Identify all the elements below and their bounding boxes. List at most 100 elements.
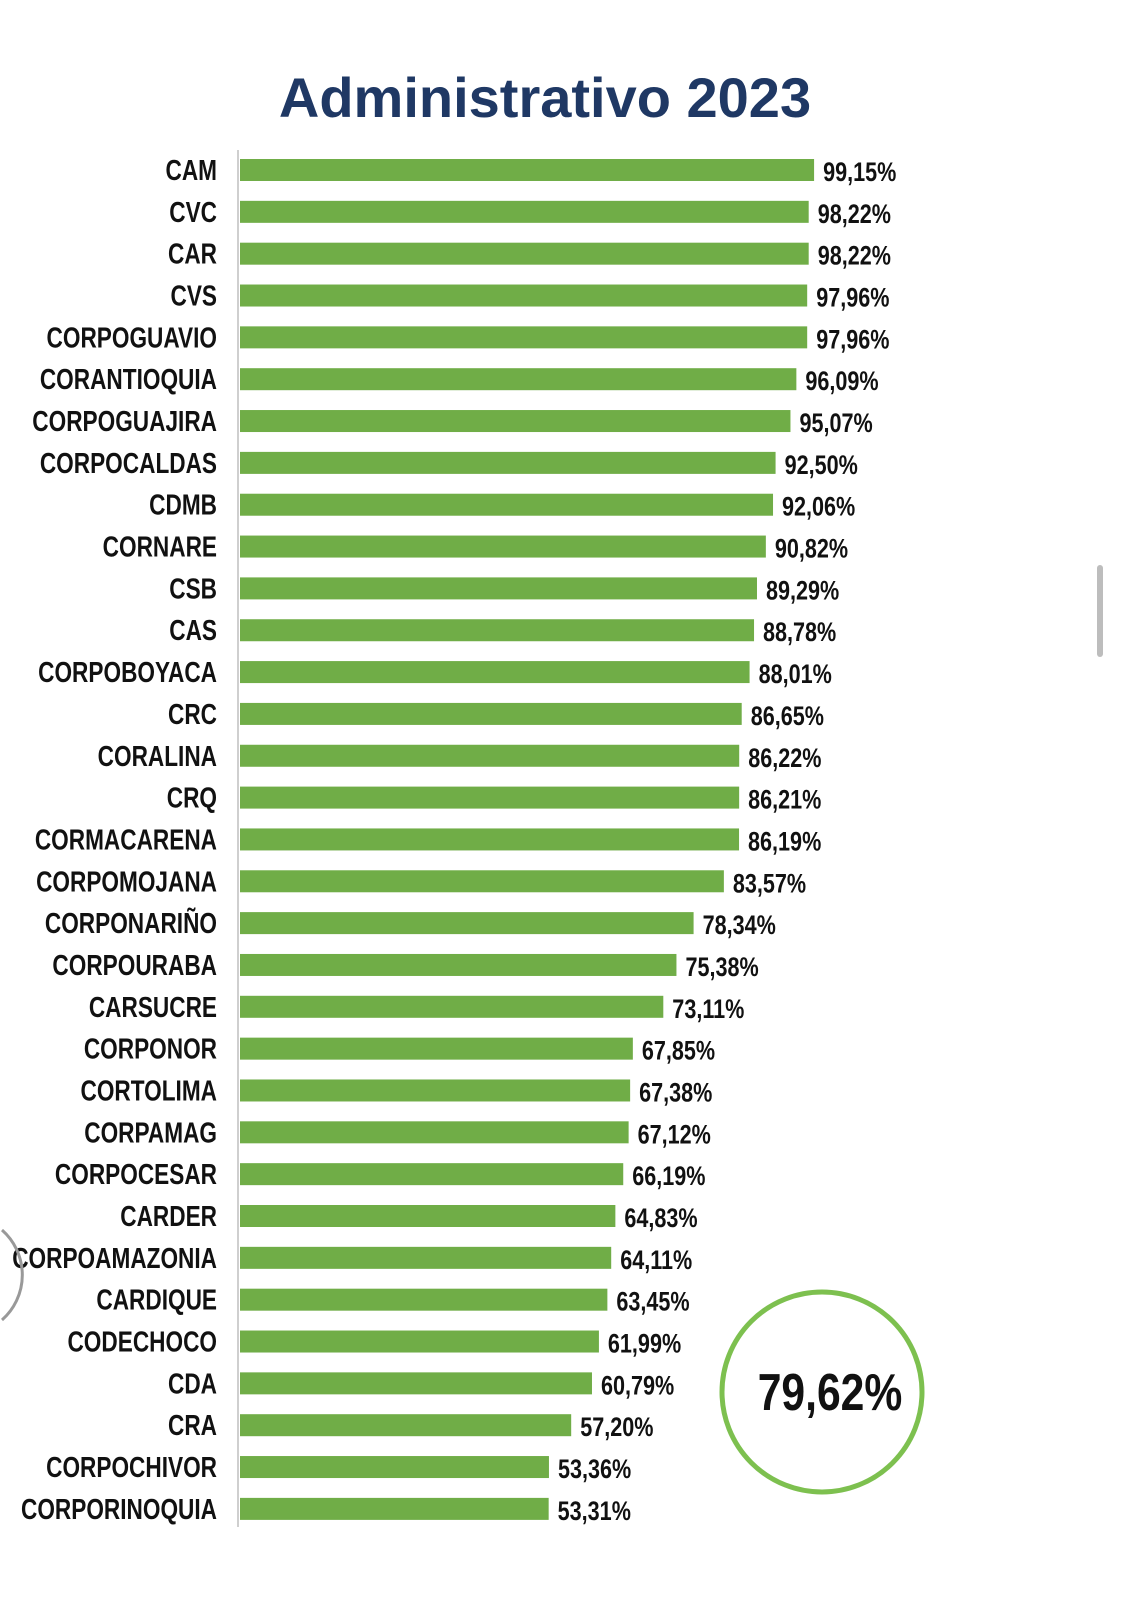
category-label: CORNARE — [103, 530, 217, 563]
average-value: 79,62% — [758, 1364, 903, 1422]
category-label: CORPOMOJANA — [36, 865, 217, 898]
chart-title: Administrativo 2023 — [279, 66, 811, 129]
category-label: CAR — [168, 237, 217, 270]
category-label: CORPOGUAVIO — [47, 321, 217, 354]
bar — [240, 953, 677, 976]
average-ring — [719, 1289, 925, 1495]
data-label: 86,19% — [748, 827, 821, 857]
category-label: CORALINA — [98, 739, 218, 772]
data-label: 61,99% — [608, 1329, 681, 1359]
data-label: 73,11% — [672, 995, 744, 1025]
bar — [240, 912, 694, 935]
data-label: 86,65% — [751, 702, 824, 732]
category-label: CORANTIOQUIA — [40, 362, 217, 395]
bar — [240, 326, 808, 349]
category-label: CORPAMAG — [84, 1116, 217, 1149]
category-label: CORPOCHIVOR — [46, 1450, 217, 1483]
category-label: CORPOCALDAS — [40, 446, 217, 479]
bar — [240, 1205, 616, 1227]
bar — [240, 451, 776, 474]
category-label: CORTOLIMA — [80, 1074, 217, 1107]
data-label: 67,38% — [639, 1078, 712, 1108]
data-label: 97,96% — [816, 283, 889, 313]
partial-circle-decoration — [1, 1228, 24, 1322]
category-label: CRA — [168, 1408, 217, 1441]
data-label: 83,57% — [733, 869, 806, 899]
data-label: 88,78% — [763, 618, 836, 648]
category-label: CARSUCRE — [89, 990, 217, 1023]
bar — [240, 535, 766, 558]
bar — [240, 744, 740, 767]
bar — [240, 1246, 612, 1269]
data-label: 86,22% — [748, 744, 821, 774]
bar — [240, 1414, 572, 1437]
average-badge: 79,62% — [719, 1289, 925, 1495]
bar — [240, 1037, 633, 1060]
category-label: CORPONOR — [84, 1032, 217, 1065]
data-label: 67,85% — [642, 1036, 715, 1066]
category-label: CORPONARIÑO — [45, 906, 217, 939]
category-label: CODECHOCO — [67, 1325, 217, 1358]
data-label: 60,79% — [601, 1371, 674, 1401]
category-label: CORPOBOYACA — [38, 655, 217, 688]
category-label: CORPOCESAR — [55, 1157, 217, 1190]
bar — [240, 870, 724, 893]
bar — [240, 995, 664, 1018]
bar — [240, 368, 797, 391]
data-label: 97,96% — [816, 325, 889, 355]
category-label: CAM — [165, 153, 217, 186]
category-label: CSB — [169, 572, 217, 605]
bar — [240, 619, 755, 642]
data-label: 57,20% — [580, 1413, 653, 1443]
bar — [240, 661, 750, 684]
bar — [240, 577, 757, 600]
bar — [240, 1456, 549, 1479]
category-label: CORPOURABA — [52, 948, 217, 981]
bar — [240, 200, 809, 223]
bar — [240, 1121, 629, 1144]
data-label: 96,09% — [805, 367, 878, 397]
bar — [240, 702, 742, 725]
bar — [240, 1163, 624, 1186]
category-label: CARDIQUE — [96, 1283, 217, 1316]
bar — [240, 242, 809, 265]
data-label: 95,07% — [799, 409, 872, 439]
data-label: 64,11% — [620, 1246, 692, 1276]
data-label: 86,21% — [748, 785, 821, 815]
category-label: CORPOAMAZONIA — [12, 1241, 217, 1274]
category-label: CRC — [168, 697, 217, 730]
bar — [240, 1372, 592, 1395]
bar — [240, 159, 815, 181]
data-label: 99,15% — [823, 158, 896, 188]
data-label: 92,06% — [782, 493, 855, 523]
bar — [240, 786, 740, 809]
data-label: 78,34% — [703, 911, 776, 941]
category-label: CVC — [169, 195, 217, 228]
data-label: 53,31% — [558, 1497, 631, 1527]
data-label: 67,12% — [638, 1120, 711, 1150]
bar — [240, 1079, 631, 1102]
category-label: CORPORINOQUIA — [21, 1492, 217, 1525]
data-label: 89,29% — [766, 576, 839, 606]
data-label: 63,45% — [616, 1287, 689, 1317]
bar — [240, 1330, 599, 1353]
category-label: CRQ — [167, 781, 217, 814]
data-label: 53,36% — [558, 1455, 631, 1485]
category-label: CDA — [168, 1367, 217, 1400]
category-label: CVS — [170, 279, 217, 312]
scrollbar[interactable] — [1097, 565, 1103, 657]
category-label: CDMB — [149, 488, 217, 521]
bar — [240, 1288, 608, 1311]
bar — [240, 493, 774, 516]
bar — [240, 1497, 549, 1520]
data-label: 98,22% — [818, 241, 891, 271]
data-label: 66,19% — [632, 1162, 705, 1192]
bar — [240, 410, 791, 433]
data-label: 64,83% — [624, 1204, 697, 1234]
data-label: 92,50% — [785, 451, 858, 481]
data-label: 98,22% — [818, 200, 891, 230]
data-label: 75,38% — [685, 953, 758, 983]
bar — [240, 284, 808, 307]
category-label: CORMACARENA — [35, 823, 217, 856]
